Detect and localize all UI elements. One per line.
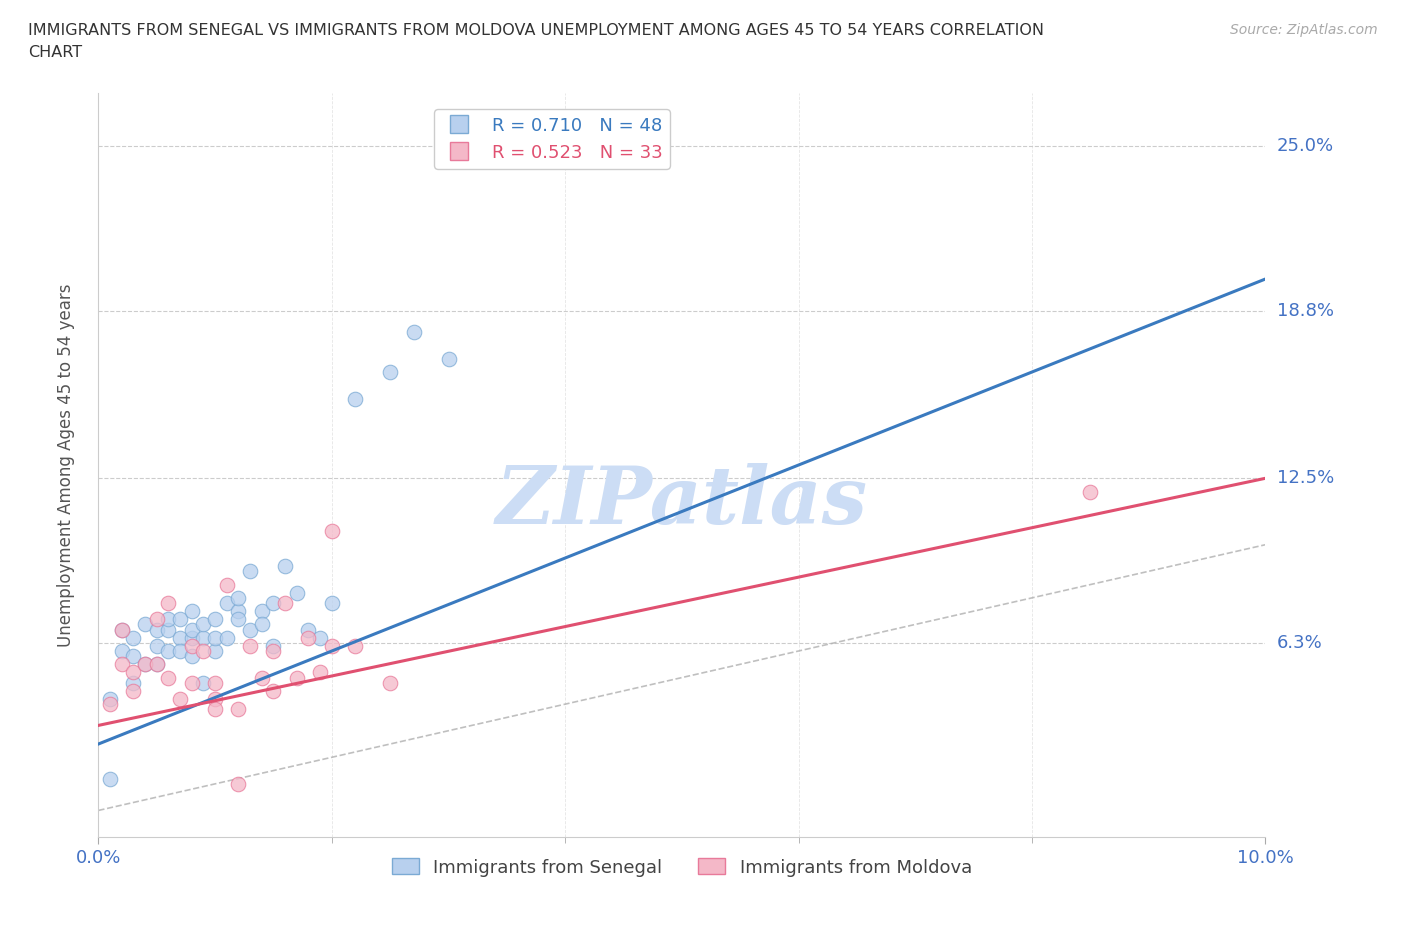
Point [111,644,134,658]
Point [146,657,169,671]
Point [262,644,284,658]
Point [250,604,273,618]
Point [193,631,215,645]
Point [204,691,226,706]
Point [228,591,250,605]
Point [193,675,215,690]
Point [180,649,202,664]
Point [157,622,180,637]
Point [204,631,226,645]
Point [157,644,180,658]
Point [215,578,238,592]
Point [285,671,308,685]
Text: 12.5%: 12.5% [1277,470,1334,487]
Point [262,596,284,611]
Point [250,617,273,631]
Point [146,622,169,637]
Point [134,657,156,671]
Text: 18.8%: 18.8% [1277,302,1333,320]
Point [169,612,191,627]
Point [146,612,169,627]
Point [344,392,367,406]
Point [157,596,180,611]
Point [228,702,250,717]
Point [380,675,402,690]
Point [180,675,202,690]
Point [157,671,180,685]
Point [1080,485,1102,499]
Text: 6.3%: 6.3% [1277,634,1322,652]
Point [122,665,145,680]
Point [169,691,191,706]
Point [111,657,134,671]
Point [215,631,238,645]
Text: IMMIGRANTS FROM SENEGAL VS IMMIGRANTS FROM MOLDOVA UNEMPLOYMENT AMONG AGES 45 TO: IMMIGRANTS FROM SENEGAL VS IMMIGRANTS FR… [28,23,1045,38]
Text: Source: ZipAtlas.com: Source: ZipAtlas.com [1230,23,1378,37]
Point [437,352,460,366]
Point [204,675,226,690]
Point [297,631,319,645]
Point [250,671,273,685]
Text: CHART: CHART [28,45,82,60]
Point [239,622,262,637]
Point [321,524,343,538]
Y-axis label: Unemployment Among Ages 45 to 54 years: Unemployment Among Ages 45 to 54 years [56,284,75,646]
Point [180,638,202,653]
Point [98,697,121,711]
Point [157,612,180,627]
Point [122,649,145,664]
Point [262,684,284,698]
Point [111,622,134,637]
Point [262,638,284,653]
Point [122,684,145,698]
Point [321,596,343,611]
Point [146,638,169,653]
Point [122,631,145,645]
Point [111,622,134,637]
Point [344,638,367,653]
Point [134,657,156,671]
Text: 25.0%: 25.0% [1277,137,1334,155]
Legend: Immigrants from Senegal, Immigrants from Moldova: Immigrants from Senegal, Immigrants from… [384,851,980,884]
Point [239,638,262,653]
Point [180,604,202,618]
Point [309,631,332,645]
Point [215,596,238,611]
Text: ZIPatlas: ZIPatlas [496,463,868,541]
Point [204,644,226,658]
Point [193,644,215,658]
Point [193,617,215,631]
Point [285,585,308,600]
Point [98,691,121,706]
Point [228,612,250,627]
Point [204,702,226,717]
Point [122,675,145,690]
Point [228,604,250,618]
Point [309,665,332,680]
Point [169,631,191,645]
Point [180,631,202,645]
Point [169,644,191,658]
Point [274,559,297,574]
Point [380,365,402,379]
Point [204,612,226,627]
Point [180,622,202,637]
Point [228,777,250,791]
Point [321,638,343,653]
Point [146,657,169,671]
Point [239,564,262,578]
Point [402,325,425,339]
Point [274,596,297,611]
Point [297,622,319,637]
Point [98,771,121,786]
Point [134,617,156,631]
